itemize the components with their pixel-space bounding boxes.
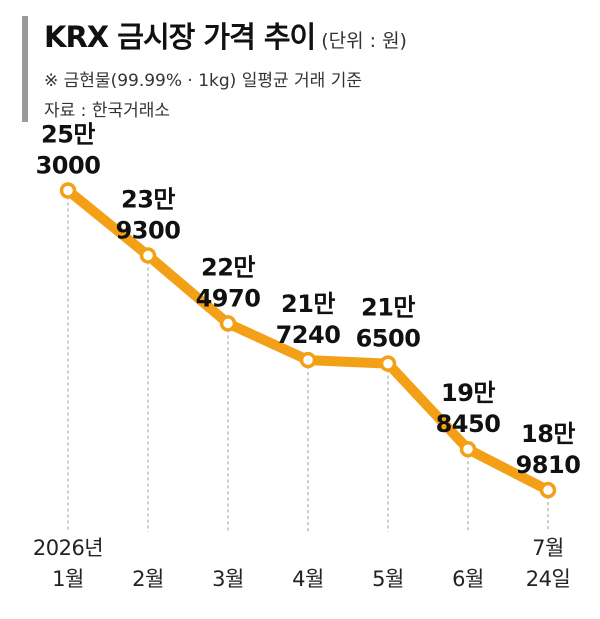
data-label-7: 18만 9810	[516, 420, 581, 479]
data-point-1	[59, 182, 77, 199]
data-point-7	[539, 481, 557, 499]
header-accent-bar	[22, 16, 28, 122]
x-label-top-1: 2026년	[33, 536, 103, 560]
data-label-2: 23만 9300	[116, 185, 181, 244]
x-label-7: 24일	[526, 567, 571, 591]
data-point-3	[219, 315, 237, 332]
data-label-6: 19만 8450	[436, 379, 501, 438]
x-label-3: 3월	[212, 567, 244, 591]
chart-title: KRX 금시장 가격 추이	[44, 20, 316, 54]
x-label-5: 5월	[372, 567, 404, 591]
x-label-top-7: 7월	[532, 536, 564, 560]
data-point-6	[459, 440, 477, 458]
data-point-2	[139, 247, 157, 264]
x-label-6: 6월	[452, 567, 484, 591]
data-point-4	[299, 351, 317, 369]
data-point-5	[379, 355, 397, 372]
data-label-3: 22만 4970	[196, 253, 261, 312]
x-label-4: 4월	[292, 567, 324, 591]
data-label-4: 21만 7240	[276, 290, 341, 349]
x-label-2: 2월	[132, 567, 164, 591]
source-label: 자료 : 한국거래소	[44, 101, 171, 121]
footnote: ※ 금현물(99.99% · 1kg) 일평균 거래 기준	[44, 71, 363, 91]
unit-label: (단위 : 원)	[321, 30, 407, 52]
data-label-5: 21만 6500	[356, 294, 421, 353]
data-label-1: 25만 3000	[36, 120, 101, 179]
title-row: KRX 금시장 가격 추이 (단위 : 원)	[44, 14, 407, 56]
x-label-1: 1월	[52, 567, 84, 591]
